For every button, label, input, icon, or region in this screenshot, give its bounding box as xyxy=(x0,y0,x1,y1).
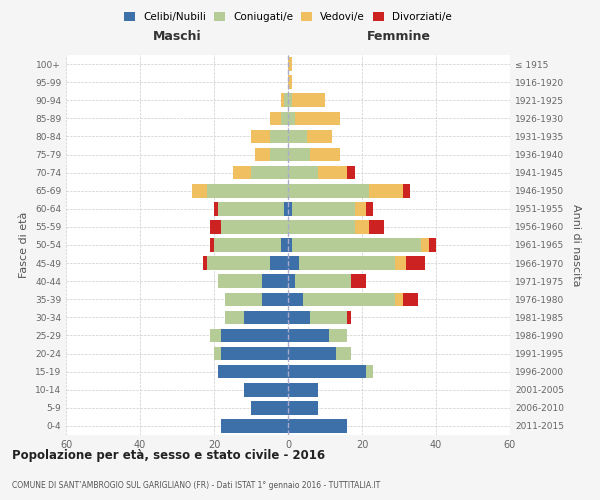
Bar xyxy=(288,94,292,107)
Bar xyxy=(206,184,288,198)
Bar xyxy=(251,130,269,143)
Bar xyxy=(336,347,351,360)
Bar xyxy=(347,166,355,179)
Bar xyxy=(214,238,281,252)
Bar xyxy=(288,310,310,324)
Bar xyxy=(310,310,347,324)
Bar xyxy=(211,238,214,252)
Bar xyxy=(221,328,288,342)
Bar xyxy=(288,130,307,143)
Bar xyxy=(192,184,206,198)
Bar xyxy=(403,184,410,198)
Bar xyxy=(288,76,292,89)
Bar xyxy=(288,148,310,162)
Bar xyxy=(288,256,299,270)
Bar xyxy=(269,112,281,125)
Bar xyxy=(295,274,351,288)
Bar xyxy=(292,94,325,107)
Bar xyxy=(221,419,288,432)
Bar xyxy=(299,256,395,270)
Bar xyxy=(355,202,366,215)
Y-axis label: Anni di nascita: Anni di nascita xyxy=(571,204,581,286)
Text: COMUNE DI SANT’AMBROGIO SUL GARIGLIANO (FR) - Dati ISTAT 1° gennaio 2016 - TUTTI: COMUNE DI SANT’AMBROGIO SUL GARIGLIANO (… xyxy=(12,481,380,490)
Bar xyxy=(210,220,221,234)
Bar xyxy=(347,310,351,324)
Bar xyxy=(288,419,347,432)
Bar xyxy=(406,256,425,270)
Bar xyxy=(251,401,288,414)
Bar xyxy=(214,347,221,360)
Bar xyxy=(218,202,284,215)
Bar xyxy=(254,148,269,162)
Bar xyxy=(395,292,403,306)
Bar xyxy=(288,202,292,215)
Bar xyxy=(366,365,373,378)
Bar xyxy=(206,256,269,270)
Bar xyxy=(210,328,221,342)
Bar xyxy=(244,310,288,324)
Bar xyxy=(403,292,418,306)
Bar xyxy=(269,256,288,270)
Text: Popolazione per età, sesso e stato civile - 2016: Popolazione per età, sesso e stato civil… xyxy=(12,450,325,462)
Bar xyxy=(288,112,295,125)
Bar xyxy=(221,347,288,360)
Bar xyxy=(317,166,347,179)
Bar xyxy=(307,130,332,143)
Bar xyxy=(284,94,288,107)
Bar xyxy=(288,274,295,288)
Bar xyxy=(262,292,288,306)
Text: Maschi: Maschi xyxy=(152,30,202,43)
Bar xyxy=(225,310,244,324)
Bar xyxy=(284,202,288,215)
Bar xyxy=(288,365,366,378)
Bar xyxy=(288,347,336,360)
Bar xyxy=(370,184,403,198)
Bar xyxy=(288,58,292,71)
Bar xyxy=(303,292,395,306)
Bar xyxy=(225,292,262,306)
Bar xyxy=(421,238,428,252)
Bar xyxy=(292,238,421,252)
Bar xyxy=(281,112,288,125)
Bar xyxy=(244,383,288,396)
Bar xyxy=(288,383,317,396)
Bar xyxy=(370,220,384,234)
Bar xyxy=(395,256,406,270)
Bar xyxy=(218,274,262,288)
Bar xyxy=(288,220,355,234)
Bar xyxy=(281,94,284,107)
Bar xyxy=(351,274,366,288)
Bar xyxy=(221,220,288,234)
Bar xyxy=(203,256,206,270)
Bar xyxy=(428,238,436,252)
Bar xyxy=(269,130,288,143)
Bar xyxy=(329,328,347,342)
Bar xyxy=(310,148,340,162)
Bar xyxy=(269,148,288,162)
Bar xyxy=(288,401,317,414)
Bar xyxy=(214,202,218,215)
Text: Femmine: Femmine xyxy=(367,30,431,43)
Bar xyxy=(288,238,292,252)
Bar xyxy=(218,365,288,378)
Bar xyxy=(288,184,370,198)
Bar xyxy=(295,112,340,125)
Bar xyxy=(355,220,370,234)
Bar xyxy=(366,202,373,215)
Y-axis label: Fasce di età: Fasce di età xyxy=(19,212,29,278)
Bar xyxy=(288,292,303,306)
Bar xyxy=(262,274,288,288)
Bar xyxy=(288,166,317,179)
Bar xyxy=(251,166,288,179)
Bar xyxy=(288,328,329,342)
Bar xyxy=(292,202,355,215)
Bar xyxy=(281,238,288,252)
Legend: Celibi/Nubili, Coniugati/e, Vedovi/e, Divorziati/e: Celibi/Nubili, Coniugati/e, Vedovi/e, Di… xyxy=(120,8,456,26)
Bar xyxy=(233,166,251,179)
